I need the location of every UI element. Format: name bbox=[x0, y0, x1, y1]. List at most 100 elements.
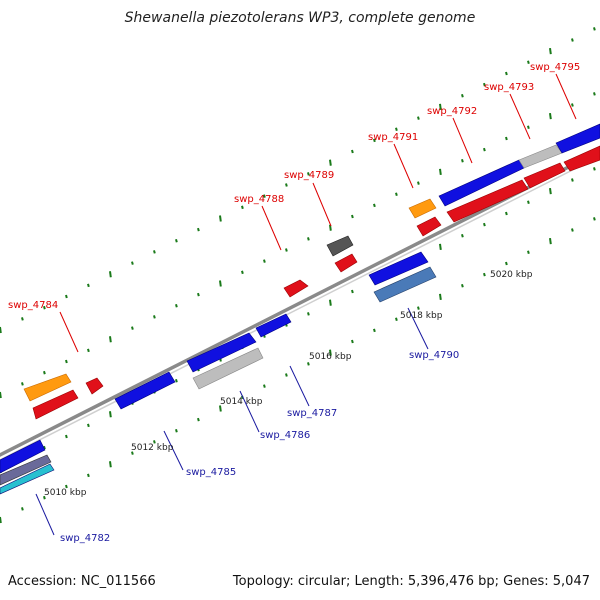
label-swp-4787[interactable]: swp_4787 bbox=[287, 408, 337, 419]
scale-tick bbox=[417, 116, 420, 120]
scale-tick bbox=[0, 326, 2, 334]
scale-tick bbox=[549, 48, 552, 55]
gene-group-upper bbox=[23, 123, 600, 420]
scale-tick bbox=[21, 317, 24, 321]
scale-tick bbox=[505, 71, 508, 76]
scale-tick bbox=[307, 172, 310, 176]
gene-red-4791[interactable] bbox=[416, 216, 442, 237]
scale-tick bbox=[21, 382, 24, 386]
gene-blue-4782[interactable] bbox=[0, 439, 46, 474]
scale-tick bbox=[131, 451, 134, 455]
scale-tick bbox=[439, 103, 442, 111]
gene-orange-left[interactable] bbox=[23, 373, 72, 402]
gene-red-4792[interactable] bbox=[446, 179, 529, 223]
scale-tick bbox=[131, 261, 134, 265]
gene-red-4795[interactable] bbox=[563, 145, 600, 172]
label-swp-4790[interactable]: swp_4790 bbox=[409, 350, 459, 361]
scale-tick bbox=[131, 326, 134, 330]
scale-tick bbox=[175, 379, 178, 383]
scale-tick bbox=[285, 248, 288, 252]
scale-tick bbox=[483, 147, 486, 152]
scale-tick bbox=[439, 168, 442, 176]
scale-tick bbox=[439, 293, 442, 301]
scale-tick bbox=[527, 125, 530, 130]
label-swp-4785[interactable]: swp_4785 bbox=[186, 467, 236, 478]
gene-red-4789[interactable] bbox=[334, 253, 358, 273]
gene-red-4788[interactable] bbox=[283, 279, 309, 298]
scale-tick bbox=[373, 328, 376, 333]
scale-tick bbox=[65, 294, 68, 299]
scale-label-5016: 5016 kbp bbox=[309, 352, 352, 362]
scale-tick bbox=[285, 183, 288, 187]
scale-tick bbox=[65, 484, 68, 489]
label-swp-4782[interactable]: swp_4782 bbox=[60, 533, 110, 544]
gene-gray-4786[interactable] bbox=[192, 347, 264, 390]
scale-tick bbox=[263, 384, 266, 388]
label-swp-4793[interactable]: swp_4793 bbox=[484, 82, 534, 93]
scale-label-5020: 5020 kbp bbox=[490, 270, 533, 280]
scale-tick bbox=[395, 192, 398, 196]
scale-tick bbox=[527, 200, 530, 205]
scale-tick bbox=[175, 239, 178, 243]
gene-darkgray-4789[interactable] bbox=[326, 235, 354, 257]
gene-blue-4790[interactable] bbox=[368, 251, 429, 286]
gene-blue-4795[interactable] bbox=[555, 123, 600, 154]
scale-tick bbox=[109, 271, 112, 278]
scale-tick bbox=[373, 138, 376, 143]
gene-blue-4787[interactable] bbox=[255, 313, 292, 338]
scale-tick bbox=[571, 178, 574, 182]
scale-tick bbox=[483, 82, 486, 87]
gene-gray-4782[interactable] bbox=[0, 454, 52, 486]
scale-tick bbox=[87, 423, 90, 428]
scale-tick bbox=[351, 289, 354, 294]
scale-label-5014: 5014 kbp bbox=[220, 397, 263, 407]
scale-tick bbox=[571, 103, 574, 107]
scale-tick bbox=[263, 259, 266, 263]
scale-tick bbox=[263, 194, 266, 198]
scale-tick bbox=[109, 461, 112, 468]
label-swp-4792[interactable]: swp_4792 bbox=[427, 106, 477, 117]
label-swp-4791[interactable]: swp_4791 bbox=[368, 132, 418, 143]
scale-tick bbox=[549, 188, 552, 195]
label-swp-4784[interactable]: swp_4784 bbox=[8, 300, 58, 311]
scale-tick bbox=[307, 312, 310, 316]
gene-steel-4790[interactable] bbox=[373, 266, 437, 303]
scale-tick bbox=[87, 473, 90, 478]
gene-blue-4785[interactable] bbox=[114, 371, 176, 410]
label-swp-4789[interactable]: swp_4789 bbox=[284, 170, 334, 181]
scale-tick bbox=[197, 292, 200, 297]
gene-orange-4791[interactable] bbox=[408, 198, 437, 219]
label-swp-4786[interactable]: swp_4786 bbox=[260, 430, 310, 441]
scale-tick bbox=[461, 94, 464, 98]
scale-tick bbox=[505, 261, 508, 266]
gene-red-left[interactable] bbox=[32, 389, 79, 420]
scale-tick bbox=[197, 417, 200, 422]
scale-tick bbox=[153, 440, 156, 444]
scale-tick bbox=[329, 299, 332, 306]
gene-blue-4786[interactable] bbox=[186, 332, 257, 373]
gene-red-4793[interactable] bbox=[523, 162, 566, 189]
gene-red-small-1[interactable] bbox=[85, 377, 104, 395]
label-swp-4795[interactable]: swp_4795 bbox=[530, 62, 580, 73]
scale-tick bbox=[549, 113, 552, 120]
gene-cyan-4782[interactable] bbox=[0, 463, 55, 495]
map-title: Shewanella piezotolerans WP3, complete g… bbox=[124, 10, 476, 26]
scale-tick bbox=[571, 38, 574, 42]
scale-tick bbox=[351, 339, 354, 344]
scale-tick bbox=[483, 272, 486, 277]
scale-tick bbox=[43, 305, 46, 310]
scale-tick bbox=[65, 359, 68, 364]
scale-tick bbox=[175, 304, 178, 308]
scale-tick bbox=[153, 250, 156, 254]
scale-tick bbox=[351, 149, 354, 154]
scale-tick bbox=[219, 215, 222, 222]
label-swp-4788[interactable]: swp_4788 bbox=[234, 194, 284, 205]
label-leaders bbox=[35, 73, 577, 536]
scale-tick bbox=[0, 516, 2, 524]
scale-tick bbox=[527, 250, 530, 255]
scale-tick bbox=[417, 306, 420, 310]
scale-tick bbox=[395, 317, 398, 321]
scale-tick bbox=[109, 411, 112, 418]
scale-tick bbox=[87, 348, 90, 353]
